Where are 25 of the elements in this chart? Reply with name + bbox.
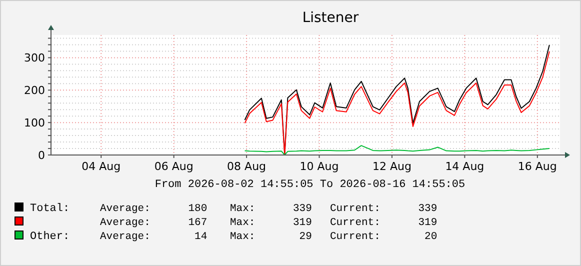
y-tick-label: 200 — [24, 84, 45, 97]
text: Average: 180 — [100, 203, 208, 215]
y-tick-label: 100 — [24, 116, 45, 130]
x-tick-label: 04 Aug — [82, 160, 121, 173]
x-tick-label: 06 Aug — [154, 160, 194, 173]
text: From 2026-08-02 14:55:05 To 2026-08-16 14:55:05 — [154, 179, 466, 191]
text: Max: 319 — [230, 217, 312, 229]
text: Current: 319 — [330, 217, 438, 229]
text: Current: 20 — [330, 231, 438, 243]
text: Average: 167 — [100, 217, 208, 229]
y-tick-label: 0 — [38, 148, 45, 162]
x-tick-label: 12 Aug — [372, 160, 412, 173]
y-tick-label: 300 — [24, 52, 45, 65]
text: Max: 29 — [230, 231, 312, 243]
text: Average: 14 — [100, 231, 208, 243]
text: Current: 339 — [330, 203, 438, 215]
line-series — [244, 145, 550, 156]
x-tick-label: 10 Aug — [300, 160, 339, 173]
text: Max: 339 — [230, 203, 312, 215]
legend-label: Total: — [30, 203, 70, 215]
x-tick-label: 14 Aug — [445, 160, 484, 173]
x-tick-label: 08 Aug — [227, 160, 266, 173]
legend-label: Other: — [30, 231, 70, 243]
chart-title: Listener — [302, 10, 359, 26]
x-tick-label: 16 Aug — [518, 160, 557, 173]
